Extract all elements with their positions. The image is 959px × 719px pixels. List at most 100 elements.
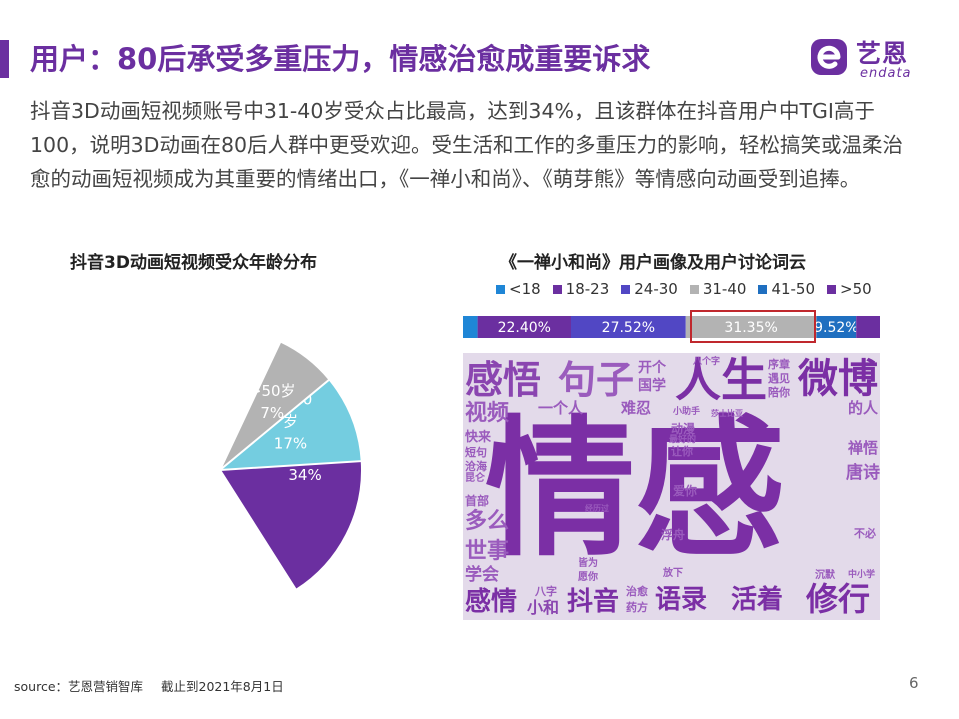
pie-label-3-1: 岁 <box>283 413 298 431</box>
bar-segment-0 <box>463 316 478 338</box>
cloud-word-2: 句子 <box>558 358 635 402</box>
cloud-word-34: 皆为 <box>578 558 598 569</box>
cloud-word-7: 序章 <box>768 358 790 371</box>
cloud-word-17: 快来 <box>465 430 492 445</box>
cloud-word-14: 小助手 <box>673 407 701 417</box>
cloud-word-16: 的人 <box>848 399 879 417</box>
page-number: 6 <box>909 674 919 692</box>
cloud-word-45: 语录 <box>655 585 708 615</box>
legend-label-3: 31-40 <box>702 280 747 298</box>
cloud-word-26: 爱你 <box>673 484 698 498</box>
user-profile-stacked-bar: 22.40% 27.52% 31.35% 9.52% <box>463 316 880 338</box>
bar-chart-legend: <18 18-23 24-30 31-40 41-50 >50 <box>496 280 872 298</box>
cloud-word-38: 中小学 <box>848 570 876 580</box>
cloud-word-35: 愿你 <box>578 572 598 583</box>
bar-label-4: 9.52% <box>814 320 858 336</box>
cloud-word-4: 国学 <box>638 378 666 394</box>
cloud-word-19: 沧海 <box>465 460 487 473</box>
title-accent-bar <box>0 40 9 78</box>
cloud-word-37: 沉默 <box>815 570 835 581</box>
cloud-word-30: 浮舟 <box>661 528 686 542</box>
word-cloud: 情感 感悟 句子 开个国学 人生 八个字 序章 遇见 陪你 微博视频 一个人 难忍 小助手 莎士比亚 的人快… <box>463 353 880 620</box>
cloud-word-41: 小和 <box>527 598 560 617</box>
cloud-word-24: 禅悟 <box>848 439 879 457</box>
cloud-word-43: 治愈 <box>626 585 648 598</box>
intro-paragraph: 抖音3D动画短视频账号中31-40岁受众占比最高，达到34%，且该群体在抖音用户… <box>30 99 904 191</box>
cloud-word-36: 放下 <box>663 568 683 579</box>
date-note: 截止到2021年8月1日 <box>161 679 284 694</box>
cloud-word-9: 陪你 <box>768 386 790 399</box>
legend-item-0: <18 <box>496 280 541 298</box>
legend-item-2: 24-30 <box>621 280 678 298</box>
legend-swatch-5 <box>827 284 837 294</box>
legend-label-5: >50 <box>840 280 872 298</box>
bar-chart-title: 《一禅小和尚》用户画像及用户讨论词云 <box>500 253 806 273</box>
bar-label-3: 31.35% <box>724 320 777 336</box>
cloud-word-31: 不必 <box>854 527 876 540</box>
pie-label-3-2: 17% <box>274 435 307 453</box>
cloud-word-13: 难忍 <box>621 399 652 417</box>
logo-en-text: endata <box>860 66 912 81</box>
cloud-word-0: 情感 <box>485 403 786 577</box>
cloud-word-47: 修行 <box>806 580 871 618</box>
cloud-word-1: 感悟 <box>465 358 542 402</box>
cloud-word-8: 遇见 <box>768 372 790 385</box>
cloud-word-25: 唐诗 <box>846 463 880 483</box>
cloud-word-42: 抖音 <box>567 587 620 617</box>
legend-swatch-2 <box>621 284 631 294</box>
cloud-word-44: 药方 <box>626 601 648 614</box>
legend-swatch-1 <box>552 284 562 294</box>
pie-label-4-0: >50岁 <box>249 382 296 400</box>
cloud-word-29: 经历过 <box>585 504 609 513</box>
legend-label-4: 41-50 <box>771 280 816 298</box>
legend-swatch-0 <box>496 284 505 294</box>
legend-item-1: 18-23 <box>552 280 610 298</box>
cloud-word-12: 一个人 <box>538 399 584 417</box>
legend-label-0: <18 <box>509 280 541 298</box>
bar-segment-1 <box>477 316 572 338</box>
logo-icon <box>811 39 847 75</box>
cloud-word-18: 短句 <box>465 446 487 459</box>
cloud-word-5: 人生 <box>675 353 767 407</box>
legend-label-2: 24-30 <box>634 280 678 298</box>
legend-item-5: >50 <box>827 280 872 298</box>
endata-logo: 艺恩 endata <box>808 34 938 84</box>
cloud-word-27: 首部 <box>465 494 490 508</box>
cloud-word-10: 微博 <box>798 356 878 402</box>
cloud-word-39: 八字 <box>535 585 557 598</box>
legend-swatch-3 <box>689 284 699 294</box>
legend-swatch-4 <box>758 284 768 294</box>
source-text: source：艺恩营销智库 <box>14 679 144 694</box>
bar-label-1: 22.40% <box>498 320 551 336</box>
pie-slice-4 <box>219 340 331 471</box>
legend-item-3: 31-40 <box>689 280 747 298</box>
bar-segment-5 <box>856 316 880 338</box>
cloud-word-33: 学会 <box>465 565 499 585</box>
legend-label-1: 18-23 <box>565 280 610 298</box>
cloud-word-23: 让你 <box>671 445 693 458</box>
bar-segment-2 <box>571 316 686 338</box>
source-note: source：艺恩营销智库 截止到2021年8月1日 <box>14 676 298 695</box>
highlight-box <box>690 310 816 343</box>
logo-cn-text: 艺恩 <box>856 39 909 68</box>
pie-label-4-1: 7% <box>260 404 284 422</box>
cloud-word-15: 莎士比亚 <box>711 409 743 418</box>
legend-item-4: 41-50 <box>758 280 815 298</box>
cloud-word-28: 多么 <box>465 509 510 534</box>
cloud-word-32: 世事 <box>465 539 510 564</box>
bar-segment-4 <box>816 316 857 338</box>
cloud-word-20: 昆仑 <box>465 473 485 484</box>
pie-chart-title: 抖音3D动画短视频受众年龄分布 <box>70 253 317 273</box>
cloud-word-11: 视频 <box>465 401 510 426</box>
age-distribution-pie-chart: 0-23岁27%24-30岁15%31-40岁34%41-50岁17%>50岁7… <box>218 340 363 592</box>
pie-label-2-1: 34% <box>288 466 321 484</box>
cloud-word-21: 动漫 <box>671 422 696 436</box>
cloud-word-6: 八个字 <box>693 357 721 367</box>
cloud-word-3: 开个 <box>638 360 666 376</box>
cloud-word-40: 感情 <box>465 587 518 617</box>
bar-label-2: 27.52% <box>602 320 655 336</box>
bar-segment-3 <box>685 316 817 338</box>
page-title: 用户：80后承受多重压力，情感治愈成重要诉求 <box>30 42 651 76</box>
cloud-word-46: 活着 <box>731 585 784 615</box>
cloud-word-22: 最好的 <box>669 435 697 445</box>
